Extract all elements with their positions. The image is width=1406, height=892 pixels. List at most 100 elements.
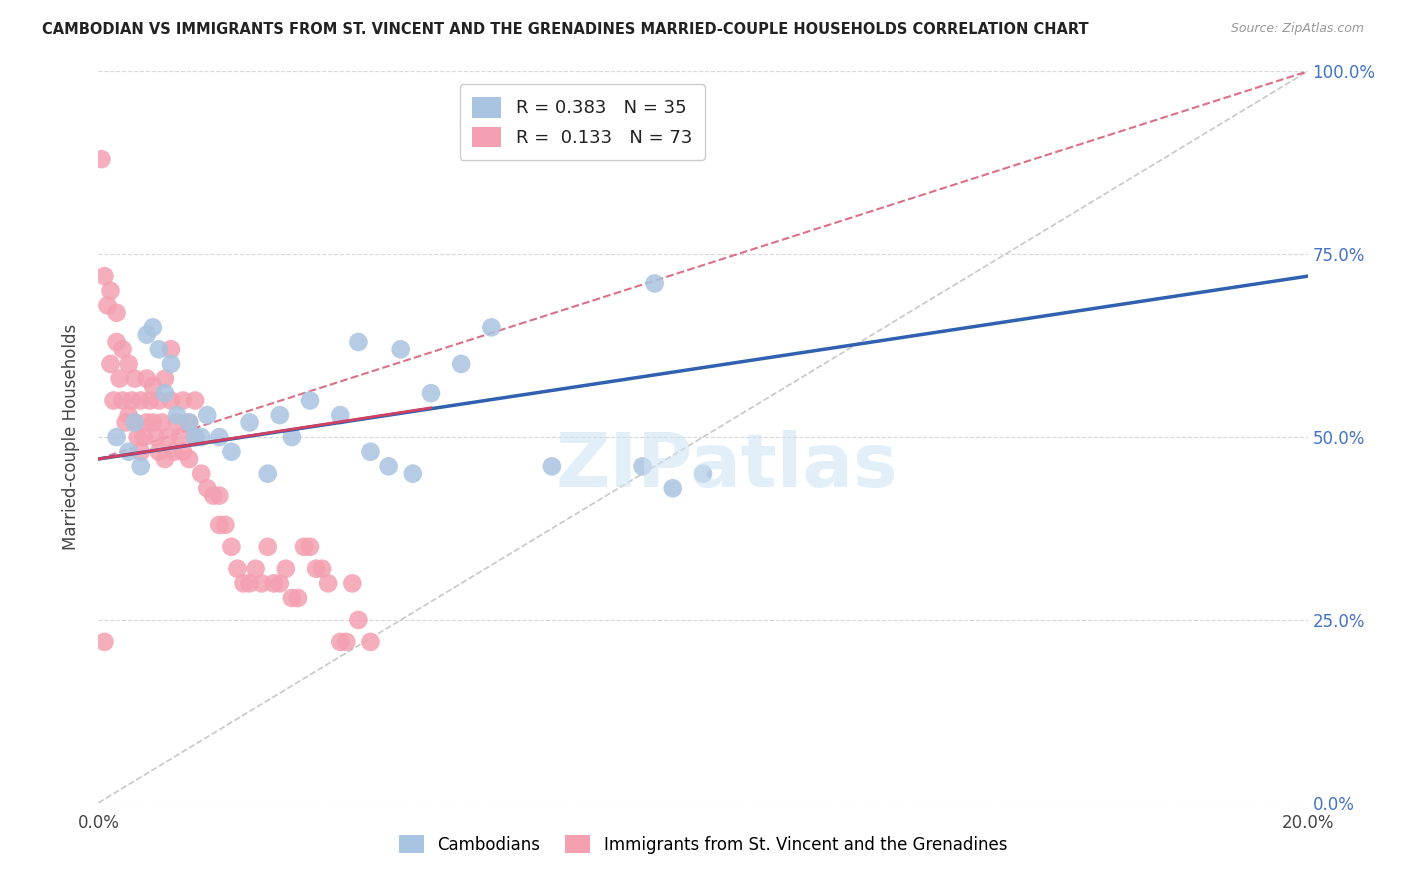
Point [142,320,165,334]
Point [145,430,167,444]
Point [156,430,179,444]
Point [221,444,243,458]
Point [274,562,297,576]
Point [281,591,304,605]
Point [540,459,562,474]
Point [135,327,157,342]
Point [111,343,134,357]
Point [661,481,683,495]
Point [93,269,115,284]
Point [299,393,322,408]
Point [239,576,262,591]
Point [184,430,207,444]
Text: CAMBODIAN VS IMMIGRANTS FROM ST. VINCENT AND THE GRENADINES MARRIED-COUPLE HOUSE: CAMBODIAN VS IMMIGRANTS FROM ST. VINCENT… [42,22,1088,37]
Point [118,408,141,422]
Point [90,152,112,166]
Point [190,430,212,444]
Point [202,489,225,503]
Point [179,416,201,430]
Point [256,467,278,481]
Point [692,467,714,481]
Y-axis label: Married-couple Households: Married-couple Households [62,324,80,550]
Point [129,459,152,474]
Point [179,416,201,430]
Point [153,452,176,467]
Point [153,386,176,401]
Point [166,408,188,422]
Point [179,452,201,467]
Point [256,540,278,554]
Point [105,430,128,444]
Point [329,635,352,649]
Point [299,540,322,554]
Point [195,481,218,495]
Point [208,517,231,532]
Point [96,298,118,312]
Point [142,416,165,430]
Point [108,371,131,385]
Point [124,416,146,430]
Text: Source: ZipAtlas.com: Source: ZipAtlas.com [1230,22,1364,36]
Point [402,467,425,481]
Point [105,306,128,320]
Point [184,430,207,444]
Point [377,459,399,474]
Point [142,379,165,393]
Point [335,635,357,649]
Point [389,343,412,357]
Point [172,393,194,408]
Point [129,444,152,458]
Point [305,562,328,576]
Point [420,386,443,401]
Point [132,430,155,444]
Point [644,277,666,291]
Point [360,444,382,458]
Point [118,357,141,371]
Point [208,430,231,444]
Point [316,576,339,591]
Point [360,635,382,649]
Point [166,416,188,430]
Point [172,444,194,458]
Point [127,430,149,444]
Point [118,444,141,458]
Point [121,393,143,408]
Point [269,408,291,422]
Point [148,343,170,357]
Point [139,393,162,408]
Point [347,334,370,349]
Point [208,489,231,503]
Point [481,320,503,334]
Point [245,562,267,576]
Legend: Cambodians, Immigrants from St. Vincent and the Grenadines: Cambodians, Immigrants from St. Vincent … [392,829,1014,860]
Point [111,393,134,408]
Point [631,459,654,474]
Point [226,562,249,576]
Point [103,393,125,408]
Point [342,576,364,591]
Point [100,284,122,298]
Point [150,416,173,430]
Point [269,576,291,591]
Point [148,444,170,458]
Point [114,416,136,430]
Point [135,416,157,430]
Point [311,562,333,576]
Point [124,371,146,385]
Point [124,416,146,430]
Point [221,540,243,554]
Point [184,393,207,408]
Point [232,576,254,591]
Point [263,576,285,591]
Point [100,357,122,371]
Point [195,408,218,422]
Point [135,371,157,385]
Point [169,430,191,444]
Point [160,357,183,371]
Point [347,613,370,627]
Text: ZIPatlas: ZIPatlas [555,430,898,503]
Point [129,393,152,408]
Point [148,393,170,408]
Point [153,371,176,385]
Point [292,540,315,554]
